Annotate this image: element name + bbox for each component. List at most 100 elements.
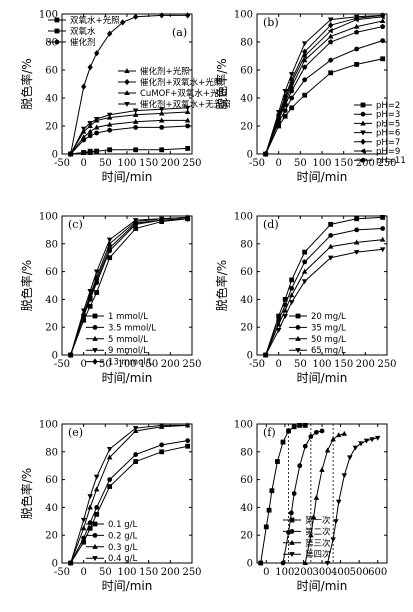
data-point <box>94 148 100 154</box>
data-point <box>80 126 87 132</box>
data-point <box>354 62 360 67</box>
panel-label: (c) <box>68 218 83 231</box>
series-3 <box>67 422 191 566</box>
data-point <box>158 110 165 116</box>
x-tick-label: 0 <box>275 158 281 169</box>
data-point <box>286 428 291 434</box>
x-tick-label: 50 <box>294 158 307 169</box>
x-tick-label: 200 <box>356 359 375 370</box>
data-point <box>185 443 191 449</box>
data-point <box>327 17 334 23</box>
data-point <box>354 216 360 222</box>
data-point <box>380 226 386 231</box>
data-point <box>379 236 386 242</box>
data-point <box>158 117 165 123</box>
y-tick-label: 40 <box>240 94 253 105</box>
legend-marker <box>295 348 301 354</box>
legend-marker <box>295 335 301 341</box>
legend-label: 20 mg/L <box>311 312 346 322</box>
panel-e: -50 0 50 100 150 200 250020406080100时间/min脱色率/… <box>19 420 202 594</box>
panel-c: -50 0 50 100 150 200 250020406080100时间/min脱色率/… <box>19 212 202 386</box>
data-point <box>275 327 282 333</box>
y-tick-label: 20 <box>45 122 58 133</box>
x-tick-label: 250 <box>182 158 201 169</box>
series-line <box>70 440 188 564</box>
data-point <box>280 439 286 445</box>
data-point <box>319 428 325 434</box>
legend-label: 第四次 <box>305 549 331 560</box>
legend-label: 0.1 g/L <box>108 520 137 530</box>
data-point <box>80 525 87 531</box>
legend-marker <box>92 358 98 365</box>
y-tick-label: 80 <box>45 447 58 458</box>
data-point <box>282 113 288 119</box>
legend-label: pH=6 <box>376 129 400 139</box>
y-tick-label: 0 <box>52 559 58 570</box>
data-point <box>327 255 334 261</box>
data-point <box>282 96 288 103</box>
series-3 <box>302 430 348 566</box>
legend-marker <box>360 148 366 154</box>
x-tick-label: 0 <box>80 359 86 370</box>
data-point <box>301 41 308 47</box>
x-tick-label: 150 <box>334 359 353 370</box>
data-point <box>67 151 74 157</box>
y-tick-label: 40 <box>45 94 58 105</box>
data-point <box>263 151 269 157</box>
x-tick-label: 250 <box>377 359 396 370</box>
y-axis-label: 脱色率/% <box>19 260 34 311</box>
x-tick-label: 0 <box>80 158 86 169</box>
data-point <box>301 268 308 274</box>
legend-label: 双氧水 <box>70 26 96 37</box>
y-tick-label: 60 <box>45 66 58 77</box>
x-tick-label: -50 <box>54 359 70 370</box>
data-point <box>289 88 295 94</box>
legend-marker <box>295 325 301 330</box>
data-point <box>94 276 100 284</box>
legend-label: 第二次 <box>305 526 331 537</box>
x-tick-label: 0 <box>80 567 86 578</box>
x-tick-label: -50 <box>54 158 70 169</box>
data-point <box>133 226 139 231</box>
y-tick-label: 20 <box>240 323 253 334</box>
series-4 <box>262 247 386 358</box>
data-point <box>184 109 191 115</box>
y-tick-label: 0 <box>52 351 58 362</box>
x-tick-label: -50 <box>249 158 265 169</box>
legend-marker <box>360 111 366 117</box>
data-point <box>380 38 386 43</box>
x-tick-label: 50 <box>99 567 112 578</box>
legend-label: 催化剂 <box>70 37 96 48</box>
legend-marker <box>92 556 98 562</box>
data-point <box>87 303 93 309</box>
data-point <box>185 438 191 444</box>
data-point <box>184 117 191 123</box>
y-axis-label: 脱色率/% <box>214 260 229 311</box>
y-tick-label: 60 <box>240 475 253 486</box>
y-axis-label: 脱色率/% <box>19 58 34 109</box>
data-point <box>262 352 269 358</box>
data-point <box>291 424 297 430</box>
data-point <box>333 519 339 525</box>
x-tick-label: 50 <box>294 359 307 370</box>
legend-marker <box>289 529 295 534</box>
data-point <box>363 438 370 444</box>
data-point <box>302 48 308 55</box>
legend-marker <box>92 348 98 354</box>
data-point <box>335 499 342 505</box>
panel-f: 0 100 200 300 400 500 600020406080100时间/min(f)… <box>234 420 388 593</box>
data-point <box>133 13 139 20</box>
x-axis-label: 时间/min <box>102 579 153 593</box>
data-point <box>87 121 93 127</box>
data-point <box>106 112 113 118</box>
data-point <box>347 455 353 461</box>
y-tick-label: 60 <box>45 267 58 278</box>
data-point <box>352 445 359 451</box>
data-point <box>133 147 139 153</box>
legend-label: 5 mmol/L <box>108 335 148 345</box>
data-point <box>353 16 359 23</box>
legend-marker <box>92 313 98 319</box>
y-tick-label: 0 <box>247 559 253 570</box>
legend-label: pH=3 <box>376 110 400 120</box>
data-point <box>81 150 87 155</box>
